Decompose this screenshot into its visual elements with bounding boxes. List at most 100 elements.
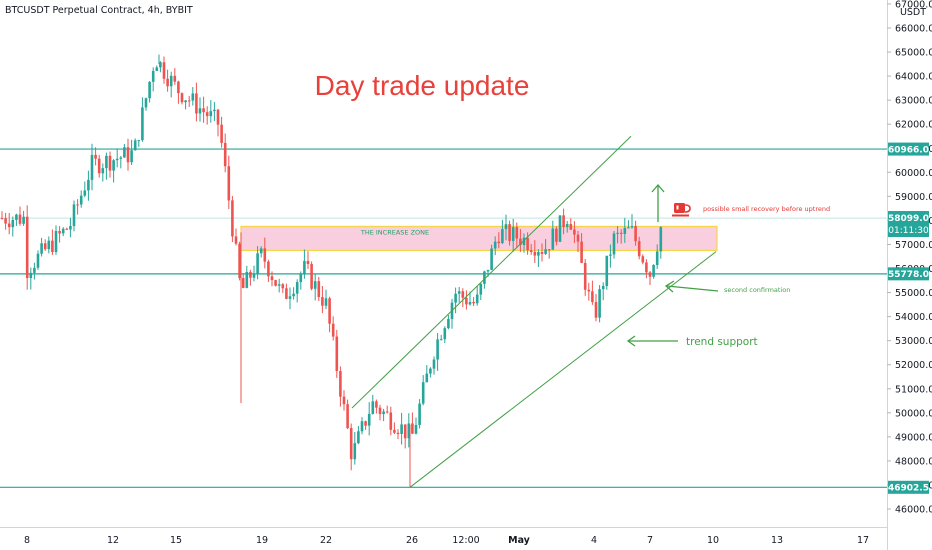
- candle-body: [324, 298, 328, 306]
- candle-body: [223, 142, 227, 167]
- y-tick-label: 55000.0: [895, 288, 932, 299]
- candle-body: [277, 284, 281, 286]
- second-confirmation-note: second confirmation: [724, 286, 790, 294]
- level-tag-bottom-bg: [888, 480, 929, 494]
- candle-body: [454, 293, 457, 303]
- candle-body: [51, 240, 54, 253]
- candle-body: [648, 272, 652, 277]
- left-arrow-icon: [664, 280, 719, 293]
- y-tick-label: 50000.0: [895, 408, 932, 419]
- candle-body: [529, 250, 533, 252]
- candle-body: [274, 280, 277, 286]
- y-tick-label: 52000.0: [895, 360, 932, 371]
- candle-body: [601, 285, 605, 290]
- candle-body: [630, 226, 634, 228]
- y-tick-label: 65000.0: [895, 48, 932, 59]
- candle-body: [285, 288, 288, 299]
- candle-body: [483, 271, 486, 284]
- candle-body: [25, 216, 29, 279]
- y-tick-label: 64000.0: [895, 72, 932, 83]
- level-tag-top: 60966.0: [888, 145, 929, 155]
- y-tick-label: 46000.0: [895, 505, 932, 516]
- candle-body: [11, 219, 15, 228]
- candle-body: [4, 218, 7, 224]
- candle-body: [15, 214, 18, 220]
- y-tick-label: 57000.0: [895, 240, 932, 251]
- candle-body: [216, 109, 220, 125]
- x-tick-label: 22: [320, 535, 332, 546]
- y-tick-label: 66000.0: [895, 24, 932, 35]
- candle-body: [187, 100, 191, 102]
- candle-body: [511, 227, 515, 241]
- headline: Day trade update: [315, 70, 530, 101]
- x-tick-label: 4: [591, 535, 597, 546]
- candle-body: [598, 289, 601, 318]
- candle-body: [580, 241, 583, 263]
- candle-body: [155, 67, 159, 71]
- candle-body: [227, 166, 231, 201]
- x-tick-label: 17: [857, 535, 869, 546]
- candle-body: [306, 260, 310, 265]
- candle-body: [411, 423, 414, 434]
- y-tick-label: 59000.0: [895, 192, 932, 203]
- candle-body: [198, 108, 202, 114]
- y-tick-label: 62000.0: [895, 120, 932, 131]
- candle-body: [79, 195, 83, 205]
- candle-body: [504, 224, 508, 230]
- candle-body: [339, 371, 342, 397]
- candle-body: [349, 428, 353, 460]
- candle-body: [256, 253, 259, 275]
- candle-body: [115, 158, 119, 161]
- x-tick-label: May: [508, 535, 531, 546]
- candle-body: [627, 227, 630, 229]
- candle-body: [36, 253, 40, 268]
- increase-zone: THE INCREASE ZONE: [240, 225, 718, 252]
- x-tick-label: 12:00: [452, 535, 479, 546]
- candle-body: [583, 262, 587, 290]
- candle-body: [526, 237, 529, 251]
- candle-body: [202, 108, 205, 113]
- candle-body: [619, 232, 623, 234]
- x-tick-label: 12: [107, 535, 119, 546]
- candles: [0, 54, 663, 488]
- candle-body: [540, 252, 544, 254]
- left-arrow-icon: [626, 335, 678, 347]
- candle-body: [123, 147, 126, 158]
- candle-body: [641, 256, 645, 263]
- y-tick-label: 60000.0: [895, 168, 932, 179]
- candle-body: [461, 291, 465, 298]
- candle-body: [396, 432, 400, 434]
- x-tick-label: 15: [170, 535, 182, 546]
- candle-body: [97, 158, 101, 174]
- candle-body: [357, 431, 360, 444]
- candle-body: [90, 154, 94, 180]
- candle-body: [238, 243, 241, 279]
- candle-body: [371, 401, 375, 414]
- candle-body: [562, 215, 565, 227]
- candle-body: [645, 262, 648, 273]
- candle-body: [472, 301, 475, 304]
- coffee-cup-icon: [672, 203, 691, 217]
- time-axis[interactable]: 8 12 15 19 22 26 12:00 May 4 7 10 13 17: [0, 527, 887, 547]
- candle-body: [169, 75, 173, 87]
- candle-body: [439, 339, 443, 341]
- candle-body: [43, 243, 47, 250]
- candle-body: [119, 157, 123, 159]
- candle-body: [594, 302, 598, 318]
- current-price-tag: 58099.0: [888, 214, 929, 224]
- y-tick-label: 53000.0: [895, 336, 932, 347]
- candle-body: [303, 260, 306, 275]
- candle-body: [213, 109, 216, 112]
- candle-body: [360, 421, 364, 432]
- candle-body: [634, 226, 637, 242]
- candle-body: [551, 228, 555, 250]
- candle-body: [486, 269, 490, 272]
- candle-body: [101, 168, 105, 174]
- candle-body: [151, 70, 155, 82]
- candle-body: [353, 443, 357, 460]
- candle-body: [367, 413, 371, 426]
- candle-body: [313, 281, 317, 289]
- candle-body: [407, 423, 411, 439]
